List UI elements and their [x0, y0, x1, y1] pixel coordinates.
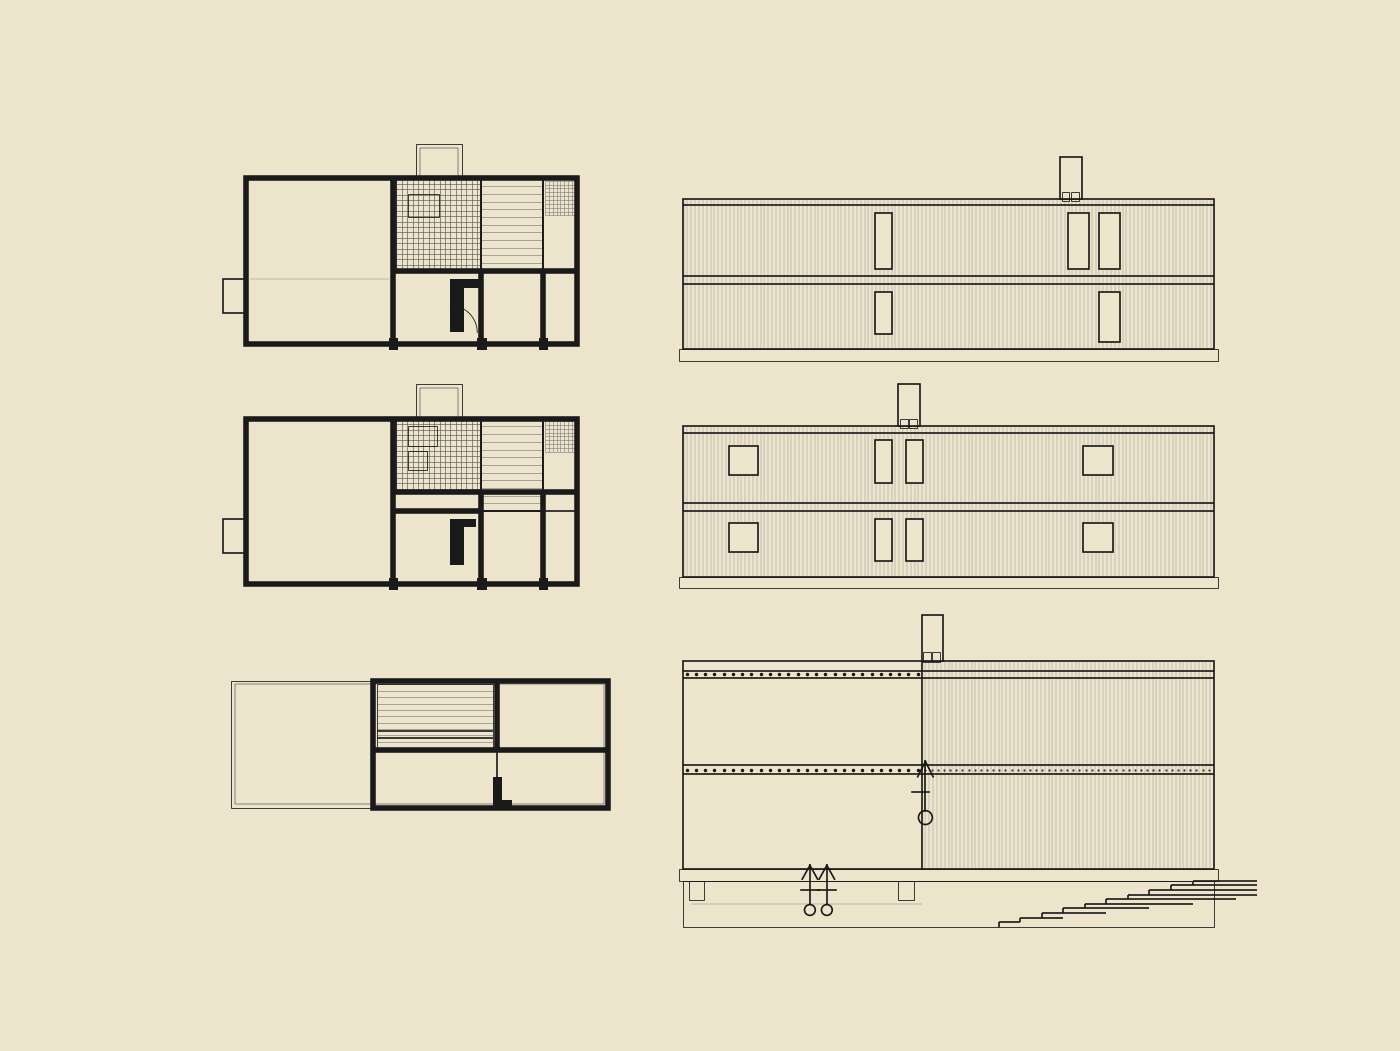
Bar: [1068, 213, 1089, 269]
Bar: [683, 661, 1214, 869]
Bar: [543, 418, 577, 492]
Bar: [1061, 191, 1070, 201]
Bar: [389, 578, 398, 591]
Bar: [1099, 213, 1120, 269]
Bar: [1060, 157, 1082, 200]
Bar: [407, 451, 427, 470]
Bar: [679, 577, 1218, 589]
Bar: [246, 179, 577, 344]
Bar: [906, 519, 923, 561]
Bar: [493, 777, 503, 807]
Bar: [451, 519, 465, 565]
Bar: [1071, 191, 1078, 201]
Bar: [420, 388, 458, 418]
Bar: [909, 418, 917, 428]
Bar: [1099, 292, 1120, 342]
Bar: [683, 427, 1214, 577]
Bar: [1084, 446, 1113, 475]
Bar: [921, 615, 944, 661]
Bar: [465, 279, 482, 288]
Bar: [932, 652, 939, 662]
Bar: [416, 144, 462, 179]
Bar: [420, 148, 458, 179]
Bar: [235, 684, 605, 804]
Bar: [497, 749, 608, 807]
Bar: [906, 440, 923, 482]
Bar: [407, 427, 437, 446]
Bar: [377, 684, 493, 748]
Bar: [729, 446, 759, 475]
Bar: [407, 193, 438, 217]
Bar: [374, 680, 608, 807]
Bar: [679, 869, 1218, 881]
Bar: [539, 337, 549, 350]
Bar: [396, 179, 482, 271]
Bar: [875, 519, 892, 561]
Bar: [875, 440, 892, 482]
Bar: [923, 652, 931, 662]
Bar: [246, 418, 577, 584]
Bar: [679, 349, 1218, 360]
Bar: [451, 279, 465, 332]
Bar: [223, 519, 246, 554]
Bar: [396, 418, 482, 492]
Bar: [465, 519, 476, 527]
Bar: [539, 578, 549, 591]
Bar: [875, 213, 892, 269]
Bar: [231, 680, 608, 807]
Bar: [899, 881, 914, 900]
Bar: [389, 337, 398, 350]
Bar: [900, 418, 907, 428]
Bar: [482, 418, 543, 511]
Bar: [223, 279, 246, 313]
Bar: [875, 292, 892, 334]
Bar: [477, 337, 487, 350]
Bar: [899, 384, 920, 427]
Bar: [416, 384, 462, 418]
Bar: [482, 179, 543, 271]
Bar: [683, 200, 1214, 349]
Bar: [683, 881, 1214, 927]
Bar: [477, 578, 487, 591]
Bar: [689, 881, 704, 900]
Bar: [543, 179, 577, 271]
Bar: [493, 800, 512, 807]
Bar: [729, 522, 759, 552]
Bar: [1084, 522, 1113, 552]
Bar: [482, 511, 577, 584]
